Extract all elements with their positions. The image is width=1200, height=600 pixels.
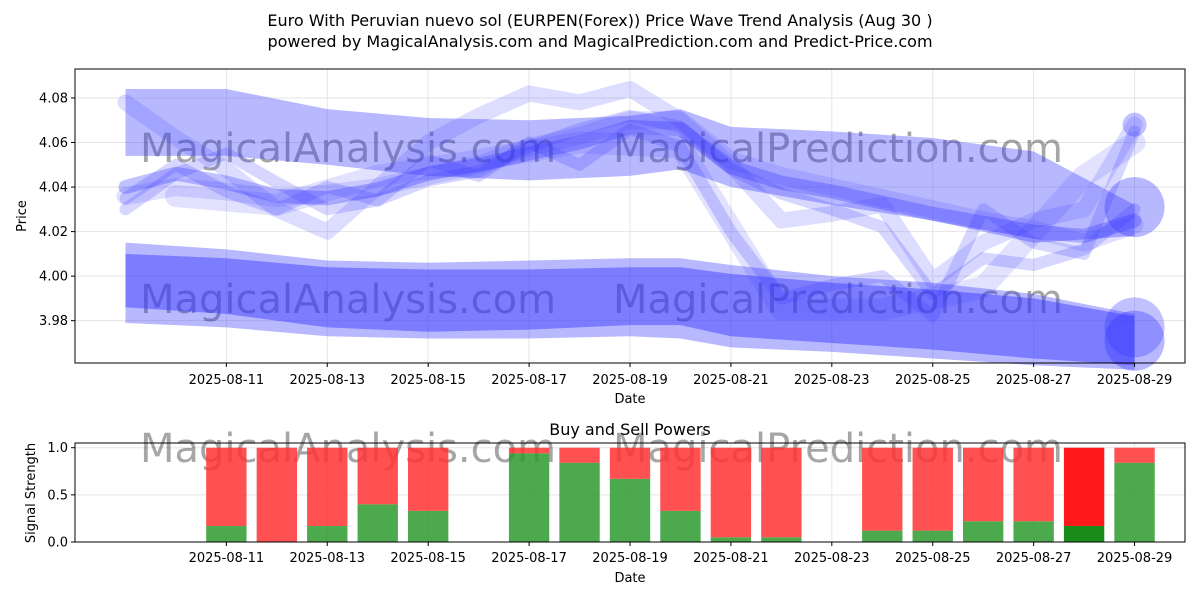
powers-chart-title: Buy and Sell Powers [549,420,711,439]
chart-subtitle: powered by MagicalAnalysis.com and Magic… [267,32,932,51]
watermark-analysis-top: MagicalAnalysis.com [140,126,556,172]
powers-y-tick-label: 0.0 [47,536,68,551]
sell-bar [206,447,247,526]
price-band-3 [125,253,1135,366]
buy-bar [963,521,1004,542]
powers-x-axis-label: Date [614,571,645,586]
price-band-2 [125,242,1135,370]
price-wave-end-dot [1122,112,1147,137]
watermark-analysis-mid: MagicalAnalysis.com [140,277,556,323]
price-y-tick-label: 3.98 [39,314,68,329]
price-y-tick-label: 4.04 [39,181,68,196]
powers-y-axis-label: Signal Strength [24,443,39,543]
buy-bar [609,478,651,542]
buy-bar [1063,525,1105,542]
price-wave-line-1 [118,119,1142,243]
sell-bar [357,447,398,505]
price-wave-layer [116,81,1165,371]
buy-bar [408,510,449,542]
price-x-tick-label: 2025-08-17 [491,373,567,388]
powers-x-tick-label: 2025-08-19 [592,551,668,566]
powers-x-tick-label: 2025-08-23 [794,551,870,566]
price-x-axis-label: Date [614,392,645,407]
sell-bar [1013,447,1054,522]
sell-bar [609,447,651,479]
sell-bar [963,447,1004,522]
price-wave-end-dot [1104,177,1165,238]
buy-bar [559,462,600,542]
sell-bar [912,447,953,531]
sell-bar [307,447,348,526]
buy-bar [862,530,903,542]
powers-y-ticks: 0.0 0.5 1.0 [47,441,75,551]
watermark-prediction-top: MagicalPrediction.com [613,126,1063,172]
price-y-tick-label: 4.06 [39,136,68,151]
price-band-1 [125,89,1135,243]
watermark-prediction-mid: MagicalPrediction.com [613,277,1063,323]
buy-bar [761,537,802,542]
sell-bar [710,447,752,538]
powers-x-tick-label: 2025-08-25 [895,551,971,566]
price-wave-line-4 [119,109,1141,300]
powers-x-tick-label: 2025-08-21 [693,551,769,566]
powers-x-tick-label: 2025-08-27 [996,551,1072,566]
price-wave-end-dot [1104,310,1165,371]
powers-bar-layer [206,447,1155,542]
sell-bar [508,447,550,454]
powers-y-tick-label: 0.5 [47,488,68,503]
buy-bar [307,525,348,542]
price-wave-line-6 [164,131,1146,321]
sell-bar [1114,447,1155,463]
powers-x-tick-label: 2025-08-15 [390,551,466,566]
buy-bar [357,504,398,542]
buy-bar [710,537,752,542]
sell-bar [559,447,600,463]
buy-bar [1114,462,1155,542]
price-x-tick-label: 2025-08-25 [895,373,971,388]
powers-x-tick-label: 2025-08-13 [289,551,365,566]
sell-bar [660,447,701,511]
sell-bar [256,447,297,542]
sell-bar [761,447,802,538]
powers-y-tick-label: 1.0 [47,441,68,456]
price-y-tick-label: 4.08 [39,91,68,106]
buy-bar [508,453,550,542]
price-wave-end-dot [1104,297,1165,358]
powers-x-tick-label: 2025-08-11 [189,551,265,566]
sell-bar [862,447,903,531]
price-x-tick-label: 2025-08-19 [592,373,668,388]
powers-x-ticks: 2025-08-11 2025-08-13 2025-08-15 2025-08-17… [189,542,1173,566]
buy-bar [660,510,701,542]
powers-x-tick-label: 2025-08-29 [1097,551,1173,566]
buy-bar [912,530,953,542]
price-y-tick-label: 4.00 [39,270,68,285]
price-y-ticks: 3.98 4.00 4.02 4.04 4.06 4.08 [39,91,75,329]
price-x-tick-label: 2025-08-23 [794,373,870,388]
buy-bar [206,525,247,542]
price-x-tick-label: 2025-08-29 [1097,373,1173,388]
price-grid [75,69,1185,363]
price-wave-line-3 [117,81,1143,289]
watermark-analysis-bottom: MagicalAnalysis.com [140,426,556,472]
price-y-tick-label: 4.02 [39,225,68,240]
price-wave-line-5 [116,111,1144,252]
chart-title: Euro With Peruvian nuevo sol (EURPEN(For… [267,11,932,30]
price-x-tick-label: 2025-08-15 [390,373,466,388]
buy-bar [1013,521,1054,542]
powers-x-tick-label: 2025-08-17 [491,551,567,566]
price-y-axis-label: Price [15,200,30,232]
price-x-tick-label: 2025-08-11 [189,373,265,388]
price-x-ticks: 2025-08-11 2025-08-13 2025-08-15 2025-08-17… [189,363,1173,388]
price-x-tick-label: 2025-08-13 [289,373,365,388]
sell-bar [408,447,449,511]
price-x-tick-label: 2025-08-21 [693,373,769,388]
price-wave-line-2 [119,123,1141,323]
price-x-tick-label: 2025-08-27 [996,373,1072,388]
sell-bar [1063,447,1105,526]
